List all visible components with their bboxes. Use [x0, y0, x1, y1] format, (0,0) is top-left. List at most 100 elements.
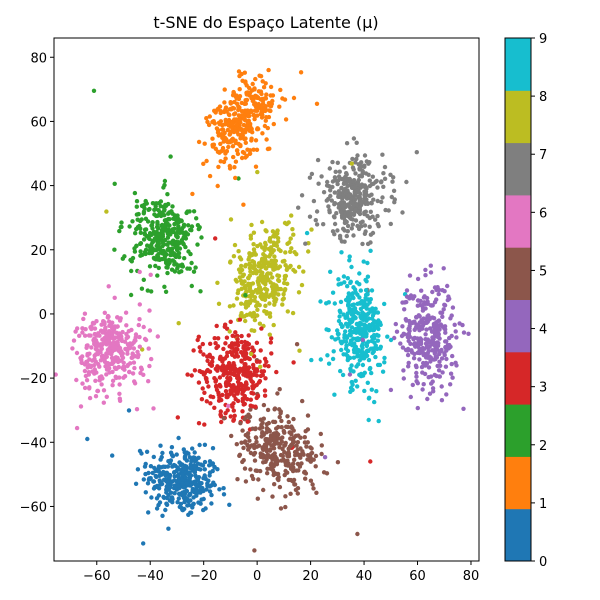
- scatter-point: [324, 471, 330, 476]
- scatter-point: [444, 348, 449, 353]
- scatter-point: [375, 213, 380, 219]
- scatter-point: [169, 445, 175, 450]
- scatter-point: [229, 390, 234, 396]
- colorbar-tick-label: 9: [539, 32, 547, 47]
- scatter-point: [415, 324, 420, 329]
- scatter-point: [407, 273, 413, 278]
- scatter-point: [145, 481, 151, 486]
- scatter-point: [244, 382, 249, 387]
- scatter-point: [147, 476, 152, 482]
- scatter-point: [170, 246, 175, 251]
- scatter-point: [253, 426, 258, 431]
- scatter-point: [130, 219, 135, 224]
- scatter-point: [197, 345, 202, 350]
- scatter-point: [351, 136, 357, 141]
- scatter-point: [347, 372, 353, 377]
- scatter-point: [111, 345, 116, 350]
- scatter-point: [207, 114, 212, 119]
- scatter-point: [201, 161, 206, 166]
- scatter-point: [93, 352, 99, 357]
- scatter-point: [288, 436, 293, 441]
- scatter-point: [291, 95, 297, 101]
- scatter-point: [152, 212, 157, 217]
- scatter-point: [272, 234, 277, 239]
- scatter-point: [106, 351, 111, 356]
- scatter-point: [351, 295, 356, 301]
- scatter-point: [428, 270, 434, 275]
- scatter-point: [154, 506, 160, 511]
- scatter-point: [218, 141, 223, 147]
- scatter-point: [89, 326, 94, 332]
- scatter-point: [366, 172, 371, 177]
- scatter-point: [85, 343, 90, 348]
- scatter-point: [231, 154, 236, 160]
- scatter-point: [220, 359, 225, 364]
- scatter-point: [368, 248, 373, 253]
- scatter-point: [262, 442, 268, 447]
- scatter-point: [279, 425, 284, 430]
- scatter-point: [251, 270, 256, 276]
- scatter-point: [149, 495, 154, 500]
- scatter-point: [247, 151, 253, 156]
- scatter-point: [356, 177, 361, 183]
- scatter-point: [423, 273, 428, 278]
- scatter-point: [233, 396, 238, 402]
- scatter-point: [431, 342, 437, 348]
- scatter-point: [147, 264, 153, 269]
- scatter-point: [131, 360, 137, 365]
- scatter-point: [350, 217, 355, 222]
- scatter-point: [426, 375, 431, 380]
- scatter-point: [204, 399, 209, 404]
- x-tick-label: −60: [83, 569, 110, 584]
- scatter-point: [215, 367, 220, 372]
- scatter-point: [242, 440, 248, 445]
- scatter-point: [172, 226, 177, 231]
- scatter-point: [260, 79, 265, 84]
- scatter-point: [347, 298, 352, 303]
- scatter-point: [263, 376, 268, 381]
- scatter-point: [117, 396, 123, 401]
- scatter-point: [122, 254, 127, 259]
- scatter-point: [192, 469, 197, 474]
- scatter-point: [247, 438, 252, 443]
- scatter-point: [370, 174, 375, 179]
- scatter-point: [235, 477, 240, 482]
- scatter-point: [256, 126, 261, 132]
- scatter-point: [304, 444, 309, 449]
- scatter-point: [370, 328, 376, 333]
- scatter-point: [235, 151, 241, 157]
- scatter-point: [286, 450, 291, 455]
- scatter-point: [196, 139, 202, 145]
- scatter-point: [296, 205, 301, 210]
- scatter-point: [262, 295, 267, 300]
- scatter-point: [105, 365, 111, 370]
- scatter-point: [137, 317, 142, 322]
- scatter-point: [122, 364, 127, 370]
- colorbar-segment: [505, 508, 531, 562]
- scatter-point: [363, 292, 369, 298]
- scatter-point: [164, 221, 170, 226]
- scatter-point: [242, 101, 247, 107]
- scatter-point: [375, 198, 380, 204]
- scatter-point: [440, 288, 445, 293]
- scatter-point: [242, 348, 247, 353]
- scatter-point: [256, 277, 261, 283]
- scatter-point: [259, 326, 264, 331]
- scatter-point: [78, 355, 83, 361]
- scatter-point: [268, 248, 273, 253]
- scatter-point: [288, 465, 294, 470]
- scatter-point: [342, 335, 347, 340]
- scatter-point: [284, 461, 289, 466]
- scatter-point: [220, 392, 225, 398]
- x-tick-label: 80: [463, 569, 480, 584]
- scatter-point: [225, 408, 230, 413]
- colorbar: [504, 37, 532, 562]
- scatter-point: [127, 369, 132, 375]
- scatter-point: [434, 297, 439, 302]
- scatter-point: [270, 463, 275, 468]
- scatter-point: [305, 440, 310, 445]
- scatter-point: [208, 401, 213, 406]
- scatter-point: [151, 229, 157, 235]
- scatter-point: [243, 262, 248, 268]
- scatter-point: [137, 334, 142, 340]
